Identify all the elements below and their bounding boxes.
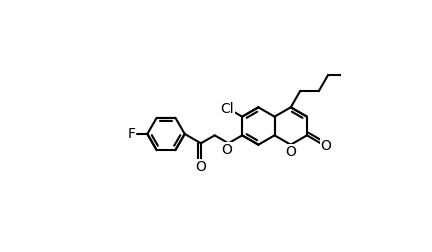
Text: Cl: Cl [220,102,234,116]
Text: O: O [285,145,296,159]
Text: O: O [222,143,232,156]
Text: F: F [127,127,136,141]
Text: O: O [195,160,206,174]
Text: O: O [320,139,331,153]
